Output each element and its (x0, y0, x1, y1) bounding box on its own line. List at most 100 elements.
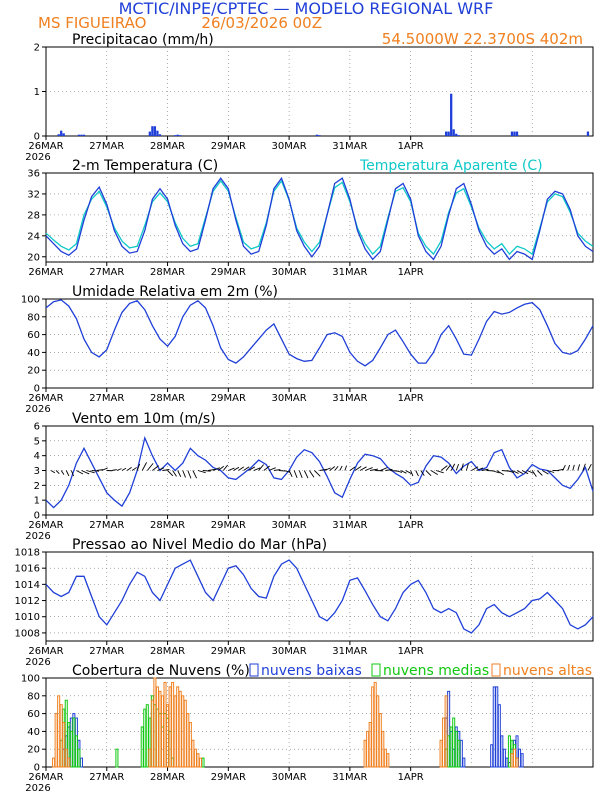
cloud-bar-nuvens-altas (57, 695, 61, 768)
wind-barb (395, 470, 403, 473)
wind-barb (217, 465, 225, 471)
panel-3: 0 20 40 60 80 100 26MAR 27MAR 28MAR 29MAR 30MAR 31M… (21, 284, 594, 415)
cloud-bar-nuvens-altas (54, 713, 58, 768)
cloud-bar-nuvens-medias (143, 708, 147, 768)
x-tick-label: 26MAR (28, 646, 63, 657)
precip-bar (447, 131, 450, 136)
cloud-bar-nuvens-altas (186, 713, 190, 768)
panel-title: Cobertura de Nuvens (%) (72, 663, 250, 679)
wind-barb (152, 465, 159, 471)
panel-title: Umidade Relativa em 2m (%) (72, 284, 278, 300)
x-tick-label: 28MAR (150, 267, 185, 278)
cloud-bar-nuvens-baixas (495, 686, 499, 768)
y-tick-label: 0 (34, 511, 40, 522)
precip-bar (457, 135, 460, 136)
y-tick-label: 40 (27, 727, 40, 738)
cloud-bar-nuvens-altas (166, 704, 170, 768)
x-tick-label: 28MAR (150, 646, 185, 657)
cloud-bar-nuvens-baixas (462, 757, 466, 768)
cloud-bar-nuvens-altas (173, 695, 177, 768)
wind-barb (273, 469, 281, 471)
wind-barb (192, 470, 198, 479)
panel-4: 0 1 2 3 4 5 6 26MAR 27MAR 28MAR 29MAR 30MAR 31MAR 1AP… (25, 411, 594, 542)
wind-barb (471, 466, 479, 471)
cloud-bar-nuvens-altas (371, 686, 375, 768)
x-tick-label: 29MAR (211, 772, 246, 783)
cloud-bar-nuvens-medias (507, 735, 511, 768)
y-tick-label: 32 (27, 189, 40, 200)
cloud-bar-nuvens-medias (69, 730, 73, 768)
series-line-1 (45, 299, 594, 367)
wind-barb (157, 467, 165, 471)
y-tick-label: 1010 (15, 612, 40, 623)
wind-barb (465, 463, 469, 471)
wind-barb (380, 467, 388, 471)
wind-barb (253, 467, 261, 471)
wind-barb (511, 470, 519, 474)
precip-bar (515, 131, 519, 136)
x-tick-label: 30MAR (272, 520, 307, 531)
wind-barb (167, 470, 174, 477)
y-tick-label: 4 (34, 451, 40, 462)
precip-bar (60, 130, 63, 136)
cloud-bar-nuvens-altas (62, 722, 66, 768)
cloud-bar-nuvens-altas (442, 717, 446, 768)
cloud-bar-nuvens-altas (148, 748, 152, 768)
x-tick-label: 27MAR (89, 267, 124, 278)
wind-barb (526, 470, 534, 474)
y-tick-label: 5 (34, 436, 40, 447)
series-line-1 (45, 435, 594, 509)
cloud-bar-nuvens-altas (373, 681, 377, 768)
header-run: 26/03/2026 00Z (201, 14, 322, 32)
wind-barb (562, 464, 566, 471)
panel-6: 0 20 40 60 80 100 26MAR 27MAR 28MAR 29MAR 30MAR 31M… (21, 663, 594, 792)
wind-barb (298, 470, 303, 479)
x-tick-label: 26MAR (28, 520, 63, 531)
wind-barb (146, 463, 154, 471)
cloud-bar-nuvens-altas (378, 713, 382, 768)
precip-bar (510, 131, 514, 136)
precip-bar (158, 134, 162, 136)
wind-barb (516, 470, 523, 474)
x-tick-label: 31MAR (332, 772, 367, 783)
cloud-bar-nuvens-baixas (492, 686, 496, 768)
x-tick-label: 27MAR (89, 393, 124, 404)
wind-barb (187, 470, 192, 479)
y-tick-label: 3 (34, 466, 40, 477)
precip-bar (444, 131, 448, 136)
precip-bar (318, 135, 321, 136)
wind-barb (50, 470, 56, 474)
precip-bar (315, 134, 319, 136)
cloud-bar-nuvens-altas (178, 690, 182, 768)
precip-bar (57, 134, 60, 136)
y-tick-label: 1012 (15, 596, 40, 607)
wind-barb (385, 469, 393, 471)
cloud-bar-nuvens-altas (191, 739, 195, 768)
cloud-bar-nuvens-altas (52, 757, 56, 768)
x-tick-label: 29MAR (211, 520, 246, 531)
wind-barb (162, 469, 170, 471)
panel-frame (45, 298, 594, 389)
precip-bar (156, 130, 159, 136)
cloud-bar-nuvens-medias (201, 757, 205, 768)
wind-barb (547, 470, 555, 473)
wind-barb (531, 470, 537, 477)
wind-barb (506, 470, 514, 473)
x-year-label: 2026 (25, 531, 50, 542)
wind-barb (440, 465, 448, 471)
panel-title: Vento em 10m (m/s) (72, 411, 216, 427)
cloud-bar-nuvens-baixas (502, 748, 506, 768)
cloud-bar-nuvens-altas (181, 695, 185, 768)
cloud-bar-nuvens-altas (158, 690, 162, 768)
wind-barb (65, 470, 70, 477)
wind-barb (567, 464, 571, 471)
wind-barb (131, 467, 137, 471)
wind-barb (172, 470, 177, 477)
x-tick-label: 29MAR (211, 141, 246, 152)
wind-barb (248, 466, 256, 471)
y-tick-label: 2 (34, 481, 40, 492)
cloud-bar-nuvens-altas (381, 730, 385, 768)
wind-barb (542, 470, 549, 475)
wind-barb (126, 467, 132, 471)
cloud-bar-nuvens-medias (140, 726, 144, 768)
